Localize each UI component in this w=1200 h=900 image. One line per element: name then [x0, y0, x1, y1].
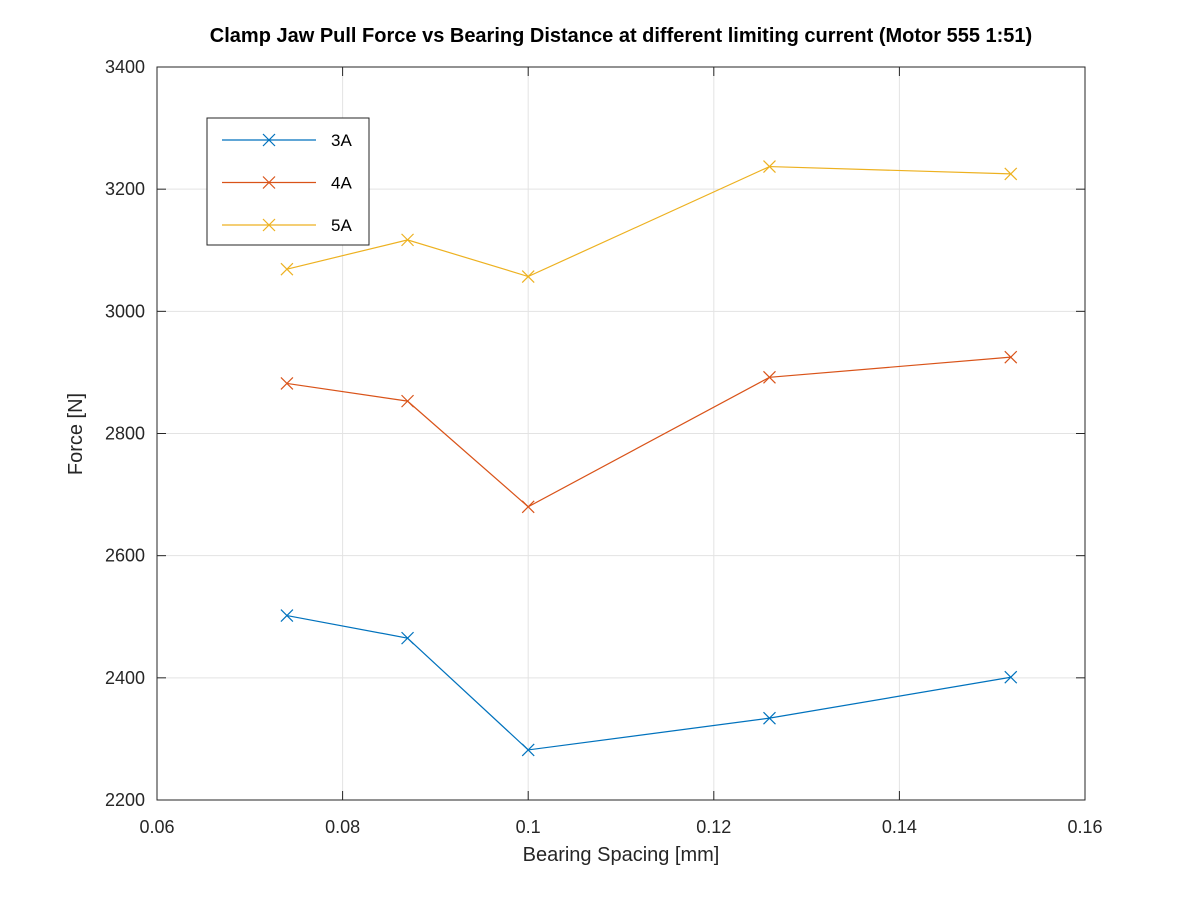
legend-label: 3A	[331, 131, 352, 150]
data-point	[521, 743, 535, 757]
data-point	[280, 262, 294, 276]
data-point	[1004, 670, 1018, 684]
legend-marker	[262, 133, 276, 147]
x-tick-label: 0.12	[696, 817, 731, 837]
marker-stroke	[401, 394, 414, 408]
data-point	[521, 270, 535, 283]
marker-stroke	[401, 233, 414, 247]
marker-stroke	[280, 609, 294, 622]
series-layer	[280, 160, 1018, 757]
y-tick-label: 2400	[105, 668, 145, 688]
marker-stroke	[280, 262, 294, 276]
legend-marker	[262, 176, 276, 189]
x-tick-label: 0.16	[1067, 817, 1102, 837]
data-point	[763, 370, 776, 384]
data-point	[1004, 350, 1018, 364]
series-3A	[280, 609, 1018, 757]
series-4A	[280, 350, 1018, 514]
x-axis-label: Bearing Spacing [mm]	[523, 844, 720, 866]
y-tick-label: 3200	[105, 179, 145, 199]
x-tick-label: 0.08	[325, 817, 360, 837]
y-tick-label: 2200	[105, 790, 145, 810]
marker-stroke	[763, 160, 776, 173]
legend: 3A 4A 5A	[206, 117, 370, 246]
x-tick-label: 0.14	[882, 817, 917, 837]
data-point	[1004, 167, 1018, 181]
tick-layer: 0.06 0.08 0.1 0.12 0.14 0.16 2200 2400 2600 2800 3…	[105, 57, 1103, 837]
marker-stroke	[763, 711, 776, 725]
y-tick-label: 2800	[105, 424, 145, 444]
marker-stroke	[401, 631, 414, 645]
series-line	[286, 165, 1011, 278]
legend-item-5A: 5A	[222, 216, 352, 235]
legend-item-3A: 3A	[222, 131, 352, 150]
data-point	[280, 609, 294, 622]
legend-label: 5A	[331, 216, 352, 235]
series-line	[286, 356, 1011, 508]
x-tick-label: 0.06	[139, 817, 174, 837]
data-point	[401, 394, 414, 408]
legend-label: 4A	[331, 174, 352, 193]
marker-stroke	[280, 376, 294, 390]
data-point	[401, 233, 414, 247]
marker-stroke	[1004, 167, 1018, 181]
y-tick-label: 2600	[105, 546, 145, 566]
data-point	[401, 631, 414, 645]
data-point	[280, 376, 294, 390]
data-point	[521, 500, 535, 514]
marker-stroke	[1004, 350, 1018, 364]
series-5A	[280, 160, 1018, 283]
marker-stroke	[763, 370, 776, 384]
chart-title: Clamp Jaw Pull Force vs Bearing Distance…	[210, 25, 1032, 47]
marker-stroke	[1004, 670, 1018, 684]
legend-marker	[262, 218, 276, 232]
legend-box	[206, 117, 370, 246]
series-line	[286, 614, 1011, 751]
y-axis-label: Force [N]	[65, 393, 87, 475]
legend-item-4A: 4A	[222, 174, 352, 193]
y-tick-label: 3000	[105, 301, 145, 321]
marker-stroke	[521, 743, 535, 757]
data-point	[763, 160, 776, 173]
data-point	[763, 711, 776, 725]
marker-stroke	[521, 500, 535, 514]
marker-stroke	[521, 270, 535, 283]
x-tick-label: 0.1	[516, 817, 541, 837]
y-tick-label: 3400	[105, 57, 145, 77]
